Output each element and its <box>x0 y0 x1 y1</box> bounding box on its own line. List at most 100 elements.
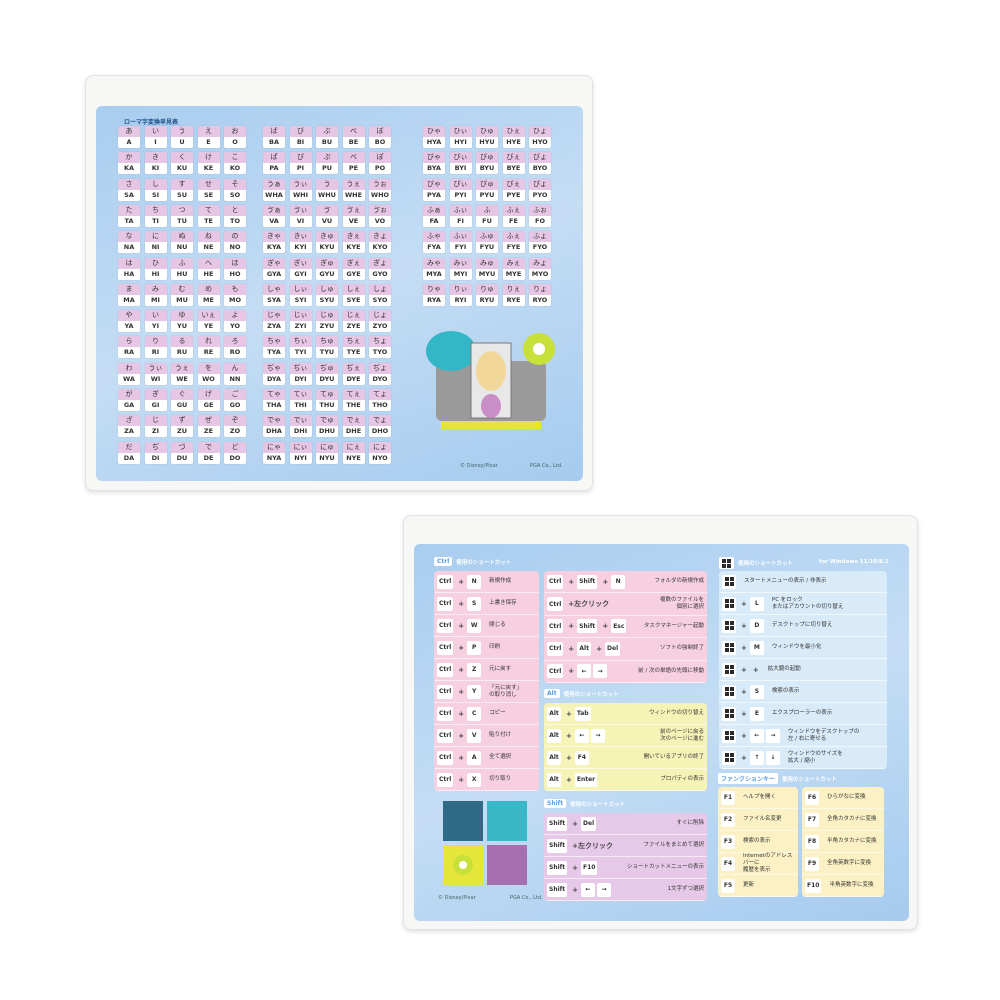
key-cap: Shift <box>547 816 568 831</box>
key-cap: D <box>749 618 764 633</box>
kana-cell: く KU <box>171 152 193 175</box>
shortcut-row: Ctrl + W 閉じる <box>434 615 539 637</box>
kana-cell: ぴ PI <box>289 152 312 175</box>
kana-char: わ <box>118 362 140 374</box>
plus-sign: + <box>602 622 609 631</box>
shortcut-row: F8 半角カタカナに変換 <box>802 831 884 853</box>
shortcut-description: 半角カタカナに変換 <box>827 838 877 844</box>
kana-cell: ぽ PO <box>369 152 391 175</box>
kana-cell: ぐ GU <box>171 389 193 411</box>
kana-char: しょ <box>369 283 391 295</box>
romaji: FI <box>449 215 472 227</box>
plus-sign: + <box>566 709 572 718</box>
kana-cell: でょ DHO <box>369 415 391 438</box>
plus-sign: + <box>458 665 465 674</box>
romaji: FYU <box>476 242 498 254</box>
romaji: RYO <box>529 294 551 306</box>
shortcut-block: F6 ひらがなに変換 F7 全角カタカナに変換 F8 半角カタカナに変換 F9 全角英数字に変… <box>802 787 884 897</box>
shortcut-row: F10 半角英数字に変換 <box>802 875 884 897</box>
kana-cell: ぴぃ PYI <box>449 178 472 201</box>
kana-char: うぇ <box>171 362 193 374</box>
kana-char: ぜ <box>197 415 220 427</box>
kana-char: ふぇ <box>502 231 525 243</box>
romaji: TYU <box>316 347 338 359</box>
kana-char: びゃ <box>423 152 445 164</box>
romaji: PO <box>369 163 391 175</box>
kana-cell: うぉ WHO <box>369 178 391 201</box>
kana-char: ろ <box>224 336 246 348</box>
shortcut-description: Internetのアドレスバーに 履歴を表示 <box>743 853 793 873</box>
kana-char: うぇ <box>342 178 365 190</box>
romaji: FU <box>476 215 498 227</box>
kana-cell: てぃ THI <box>289 389 312 411</box>
kana-cell: うぁ WHA <box>263 178 285 201</box>
kana-char: でょ <box>369 415 391 427</box>
kana-char: ば <box>263 126 285 137</box>
windows-key <box>722 728 736 743</box>
key-cap: Ctrl <box>437 618 454 633</box>
kana-cell: は HA <box>118 257 140 280</box>
romaji: SI <box>144 189 167 201</box>
romaji: DYO <box>369 373 391 385</box>
plus-sign: + <box>741 621 747 630</box>
romaji: NYU <box>316 452 338 464</box>
kana-char: せ <box>197 178 220 190</box>
kana-char: ふぃ <box>449 231 472 243</box>
windows-logo-icon <box>724 621 734 630</box>
romaji: U <box>171 137 193 148</box>
romaji: TU <box>171 215 193 227</box>
romaji: THI <box>289 400 312 411</box>
kana-char: ぴょ <box>529 178 551 190</box>
romaji: KYA <box>263 242 285 254</box>
kana-cell: だ DA <box>118 441 140 464</box>
kana-cell: ぶ BU <box>316 126 338 148</box>
kana-char: れ <box>197 336 220 348</box>
kana-char: ま <box>118 283 140 295</box>
romaji: DYE <box>342 373 365 385</box>
key-cap: A <box>467 750 482 765</box>
windows-key <box>722 750 736 765</box>
key-cap: → <box>590 728 605 743</box>
romaji: HO <box>224 268 246 280</box>
plus-sign: + <box>568 644 575 653</box>
kana-char: も <box>224 283 246 295</box>
kana-cell: みょ MYO <box>529 257 551 280</box>
kana-char: じ <box>144 415 167 427</box>
windows-key <box>722 662 736 677</box>
shortcut-description: 元に戻す <box>489 666 512 672</box>
kana-cell: ぢぃ DYI <box>289 362 312 385</box>
kana-char: ゔぇ <box>342 204 365 216</box>
section-title: 使用のショートカット <box>738 561 794 567</box>
kana-char: にゃ <box>263 441 285 453</box>
kana-cell: ど DO <box>224 441 246 464</box>
romaji: RI <box>144 347 167 359</box>
section-header: Shift 使用のショートカット <box>544 799 625 808</box>
kana-char: ほ <box>224 257 246 269</box>
romaji: TO <box>224 215 246 227</box>
romaji: HE <box>197 268 220 280</box>
romaji: A <box>118 137 140 148</box>
kana-cell: ご GO <box>224 389 246 411</box>
kana-cell: ぴゅ PYU <box>476 178 498 201</box>
kana-char: ちぃ <box>289 336 312 348</box>
plus-sign: + <box>568 667 575 676</box>
romaji: FYE <box>502 242 525 254</box>
kana-char: うぃ <box>289 178 312 190</box>
kana-cell: てぇ THE <box>342 389 365 411</box>
kana-char: りゅ <box>476 283 498 295</box>
kana-char: しぇ <box>342 283 365 295</box>
kana-char: ど <box>224 441 246 453</box>
kana-char: ぢぇ <box>342 362 365 374</box>
romaji: WHE <box>342 189 365 201</box>
romaji: MYE <box>502 268 525 280</box>
romaji: THO <box>369 400 391 411</box>
kana-cell: てゅ THU <box>316 389 338 411</box>
plus-sign: + <box>568 622 575 631</box>
kana-cell: の NO <box>224 231 246 254</box>
kana-cell: め ME <box>197 283 220 306</box>
kana-cell: ず ZU <box>171 415 193 438</box>
romaji: SYA <box>263 294 285 306</box>
romaji: KI <box>144 163 167 175</box>
romaji: WHU <box>316 189 338 201</box>
romaji: DE <box>197 452 220 464</box>
